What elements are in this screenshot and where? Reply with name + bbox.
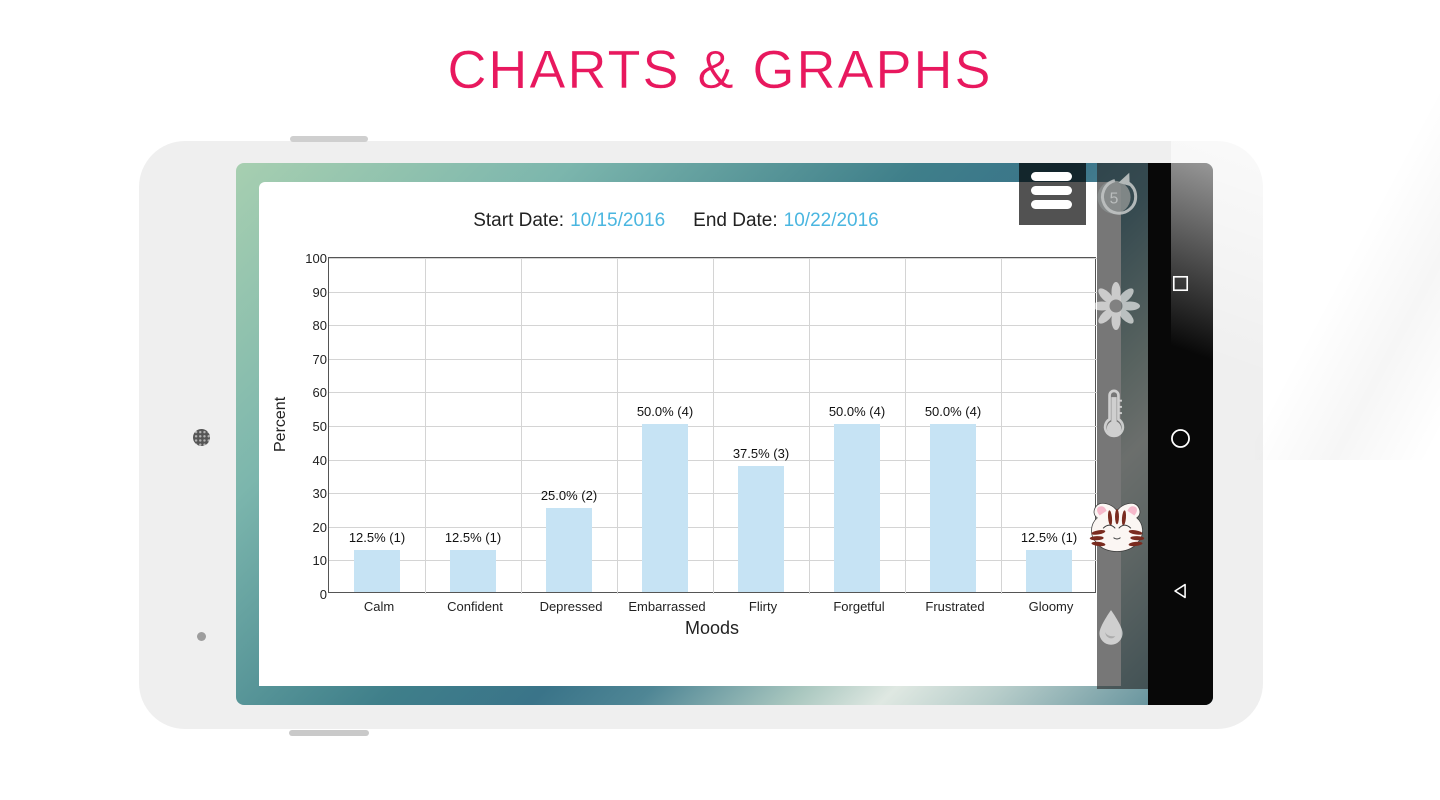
svg-text:5: 5 <box>1110 190 1119 207</box>
